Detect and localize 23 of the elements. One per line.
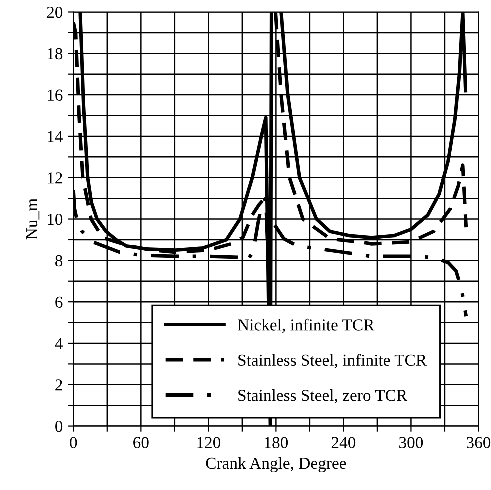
x-tick-label: 360: [467, 437, 491, 448]
x-tick-label: 0: [70, 437, 78, 448]
y-tick-label: 2: [56, 380, 62, 391]
y-tick-label: 12: [48, 172, 62, 184]
y-tick-label: 10: [48, 214, 63, 226]
x-tick-label: 60: [134, 437, 149, 448]
y-tick-label: 20: [47, 6, 63, 18]
legend-label: Stainless Steel, infinite TCR: [238, 354, 428, 368]
y-tick-label: 6: [56, 296, 63, 308]
y-tick-label: 18: [48, 48, 63, 60]
legend-label: Stainless Steel, zero TCR: [238, 390, 408, 404]
y-tick-label: 4: [55, 338, 63, 350]
x-tick-label: 300: [400, 437, 424, 448]
y-tick-label: 0: [56, 421, 63, 432]
x-tick-label: 240: [332, 437, 356, 448]
y-tick-label: 8: [56, 255, 63, 267]
x-axis-title: Crank Angle, Degree: [206, 457, 346, 473]
x-tick-label: 120: [198, 437, 221, 448]
legend-label: Nickel, infinite TCR: [238, 318, 375, 334]
y-tick-label: 16: [48, 90, 63, 102]
y-tick-label: 14: [48, 131, 63, 142]
y-axis-title: Nu_m: [26, 198, 40, 240]
x-tick-label: 180: [265, 437, 288, 448]
